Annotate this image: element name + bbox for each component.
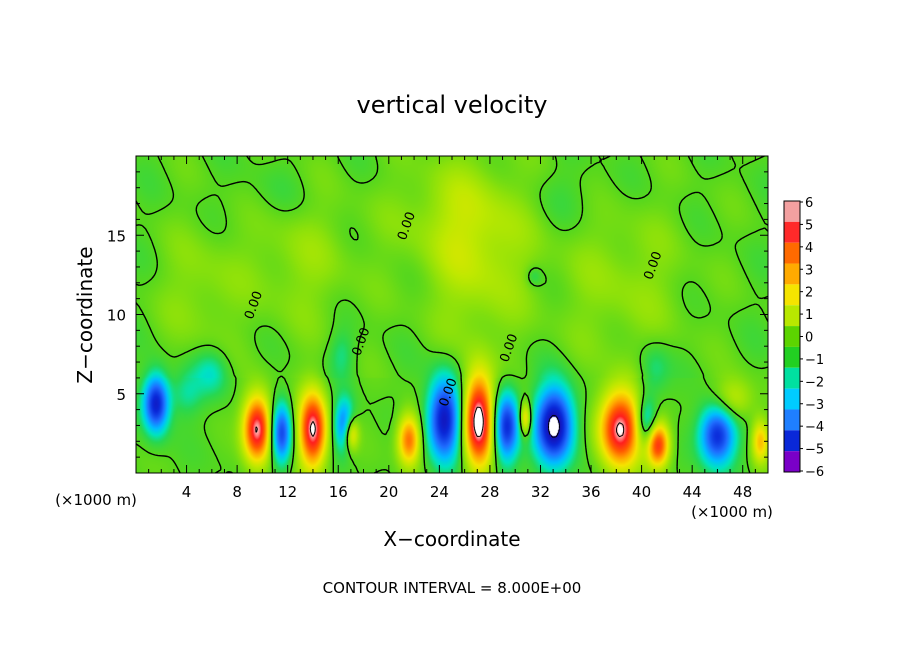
- zero-contour-lines: [135, 155, 769, 474]
- x-tick-label: 36: [581, 483, 600, 501]
- velocity-heatmap: [136, 156, 768, 473]
- colorbar-swatch: [784, 305, 800, 327]
- colorbar-tick-label: 6: [805, 196, 813, 211]
- colorbar: 6 5 4 3 2 1 0 −1 −2 −3 −4 −5 −6: [783, 196, 824, 480]
- y-tick-label: 15: [107, 227, 126, 245]
- x-unit-label-right: (×1000 m): [691, 503, 773, 521]
- negative-contour: [548, 414, 560, 438]
- colorbar-tick-label: 1: [805, 308, 813, 323]
- colorbar-tick-label: 4: [805, 241, 813, 256]
- x-unit-label-left: (×1000 m): [55, 491, 137, 509]
- plot-area: 0.000.000.000.000.000.00 4 8 12 16 20 24 28 32 3…: [107, 155, 769, 501]
- x-tick-label: 12: [278, 483, 297, 501]
- positive-contour: [255, 406, 625, 438]
- y-axis-ticks: 5 10 15: [107, 171, 768, 458]
- y-axis-label: Z−coordinate: [73, 246, 97, 383]
- colorbar-tick-label: 3: [805, 263, 813, 278]
- colorbar-tick-label: −1: [805, 353, 824, 368]
- colorbar-swatch: [784, 367, 800, 389]
- y-tick-label: 5: [116, 386, 126, 404]
- colorbar-swatch: [784, 221, 800, 243]
- colorbar-tick-label: 2: [805, 286, 813, 301]
- x-axis-ticks: 4 8 12 16 20 24 28 32 36 40 44 48: [148, 156, 756, 501]
- x-tick-label: 32: [531, 483, 550, 501]
- colorbar-swatch: [784, 284, 800, 306]
- x-axis-label: X−coordinate: [383, 527, 520, 551]
- x-tick-label: 28: [480, 483, 499, 501]
- x-tick-label: 40: [632, 483, 651, 501]
- x-tick-label: 16: [329, 483, 348, 501]
- colorbar-tick-label: −5: [805, 443, 824, 458]
- x-tick-label: 44: [683, 483, 702, 501]
- chart-title: vertical velocity: [357, 91, 548, 119]
- colorbar-tick-label: −3: [805, 398, 824, 413]
- colorbar-swatch: [784, 242, 800, 264]
- y-tick-label: 10: [107, 307, 126, 325]
- colorbar-tick-label: −4: [805, 420, 824, 435]
- colorbar-swatch: [784, 388, 800, 410]
- colorbar-swatch: [784, 346, 800, 368]
- colorbar-tick-label: 5: [805, 218, 813, 233]
- colorbar-swatch: [784, 409, 800, 431]
- colorbar-tick-label: −6: [805, 465, 824, 480]
- colorbar-tick-label: −2: [805, 375, 824, 390]
- x-tick-label: 4: [182, 483, 192, 501]
- colorbar-swatch: [784, 326, 800, 347]
- colorbar-swatch: [784, 201, 800, 222]
- colorbar-swatch: [784, 430, 800, 452]
- x-tick-label: 24: [430, 483, 449, 501]
- x-tick-label: 20: [379, 483, 398, 501]
- colorbar-swatch: [784, 451, 800, 472]
- x-tick-label: 8: [232, 483, 242, 501]
- x-tick-label: 48: [733, 483, 752, 501]
- colorbar-swatch: [784, 263, 800, 285]
- contour-interval-note: CONTOUR INTERVAL = 8.000E+00: [323, 579, 582, 597]
- colorbar-tick-label: 0: [805, 331, 813, 346]
